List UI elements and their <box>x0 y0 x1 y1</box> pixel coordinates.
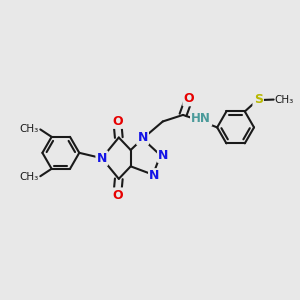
Text: O: O <box>112 115 123 128</box>
Text: CH₃: CH₃ <box>274 94 294 105</box>
Text: S: S <box>254 93 263 106</box>
Text: O: O <box>184 92 194 105</box>
Text: N: N <box>97 152 107 165</box>
Text: N: N <box>137 131 148 144</box>
Text: O: O <box>112 189 123 202</box>
Text: CH₃: CH₃ <box>20 172 39 182</box>
Text: N: N <box>149 169 160 182</box>
Text: CH₃: CH₃ <box>20 124 39 134</box>
Text: N: N <box>158 149 169 162</box>
Text: HN: HN <box>191 112 211 125</box>
